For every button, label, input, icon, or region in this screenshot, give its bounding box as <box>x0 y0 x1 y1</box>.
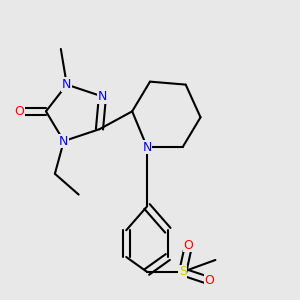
Text: O: O <box>14 105 24 118</box>
Text: N: N <box>59 135 68 148</box>
Text: N: N <box>62 78 71 91</box>
Text: O: O <box>184 238 194 252</box>
Text: O: O <box>205 274 214 287</box>
Text: S: S <box>179 266 187 278</box>
Text: N: N <box>142 140 152 154</box>
Text: N: N <box>98 90 107 103</box>
